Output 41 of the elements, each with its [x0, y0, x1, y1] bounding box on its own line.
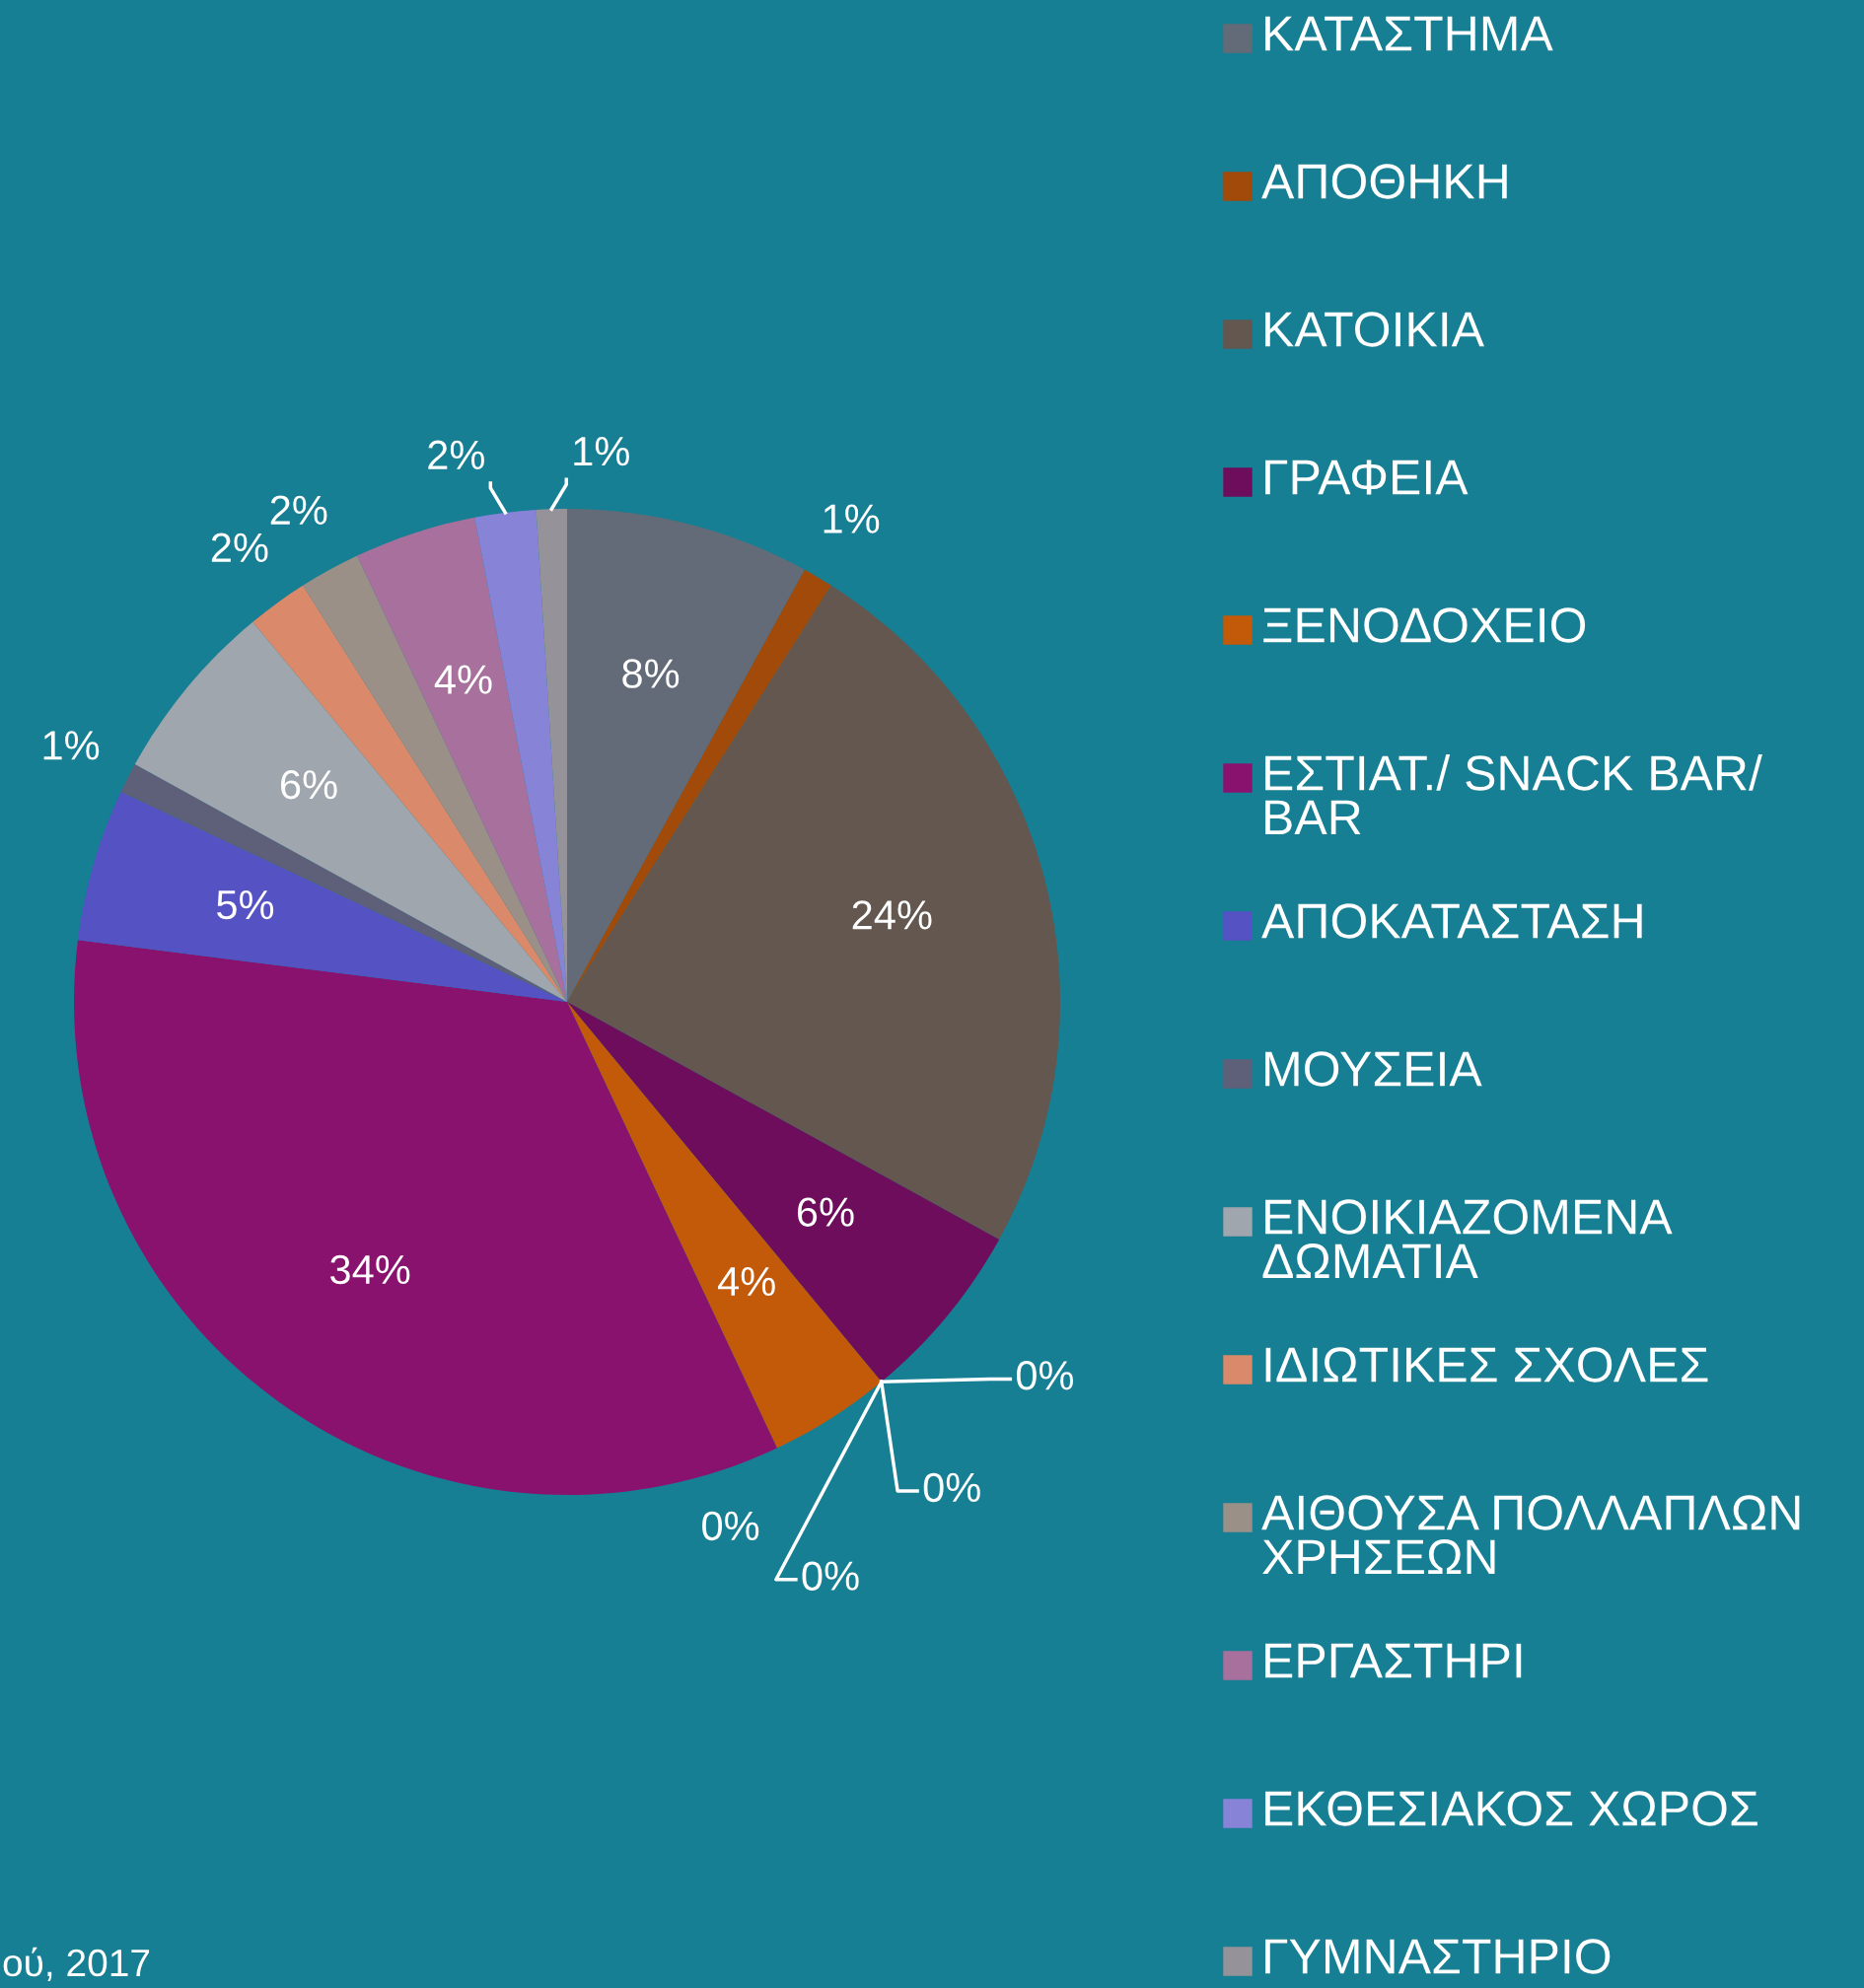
text: 0% — [923, 1472, 980, 1503]
pie-slice — [567, 585, 1060, 1240]
text: ού, 2017 — [3, 1947, 150, 1981]
data-label: 2% — [211, 532, 268, 562]
legend-label: ΚΑΤΟΙΚΙΑ — [1265, 312, 1484, 347]
data-label: 6% — [281, 769, 337, 800]
legend-label: ΑΠΟΚΑΤΑΣΤΑΣΗ — [1261, 903, 1642, 939]
pie-slice — [567, 1002, 882, 1449]
legend-label: ΚΑΤΑΣΤΗΜΑ — [1265, 16, 1553, 51]
legend-label: ΕΣΤΙΑΤ./ SNACK BAR/ BAR — [1265, 754, 1762, 835]
text: 0% — [702, 1511, 759, 1541]
pie-slice — [74, 940, 777, 1495]
legend-label: ΕΝΟΙΚΙΑΖΟΜΕΝΑ ΔΩΜΑΤΙΑ — [1262, 1199, 1673, 1279]
data-label: 6% — [797, 1197, 854, 1227]
legend-label: ΕΚΘΕΣΙΑΚΟΣ ΧΩΡΟΣ — [1265, 1791, 1757, 1826]
data-label: 4% — [434, 665, 492, 694]
data-label: 34% — [330, 1254, 410, 1285]
data-label: 24% — [852, 900, 932, 930]
data-label: 4% — [718, 1266, 775, 1297]
pie-slice — [134, 621, 567, 1002]
data-label: 2% — [270, 495, 327, 525]
text: 0% — [802, 1561, 859, 1591]
legend-label: ΓΥΜΝΑΣΤΗΡΙΟ — [1265, 1939, 1611, 1974]
legend-label: ΕΡΓΑΣΤΗΡΙ — [1265, 1643, 1522, 1678]
pie-slice — [567, 509, 805, 1002]
pie-slice — [357, 517, 567, 1002]
data-label: 2% — [428, 440, 484, 469]
data-label: 1% — [824, 504, 880, 533]
legend-label: ΑΙΘΟΥΣΑ ΠΟΛΛΑΠΛΩΝ ΧΡΗΣΕΩΝ — [1261, 1495, 1800, 1575]
data-label: 1% — [574, 437, 629, 466]
legend-label: ΙΔΙΩΤΙΚΕΣ ΣΧΟΛΕΣ — [1265, 1347, 1708, 1383]
text: 0% — [1016, 1361, 1074, 1390]
pie-slice — [567, 1002, 1000, 1383]
data-label: 5% — [217, 890, 274, 920]
legend-label: ΓΡΑΦΕΙΑ — [1265, 460, 1469, 495]
legend-label: ΞΕΝΟΔΟΧΕΙΟ — [1263, 607, 1586, 643]
data-label: 8% — [622, 659, 680, 688]
data-label: 1% — [43, 731, 100, 760]
legend-label: ΜΟΥΣΕΙΑ — [1265, 1051, 1482, 1087]
pie-slice — [567, 569, 831, 1002]
legend-label: ΑΠΟΘΗΚΗ — [1261, 164, 1507, 199]
